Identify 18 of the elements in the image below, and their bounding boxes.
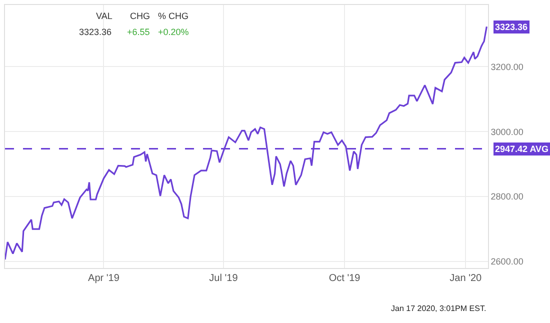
x-tick-label: Oct '19 bbox=[328, 273, 361, 284]
x-tick-label: Jul '19 bbox=[209, 273, 238, 284]
x-tick-label: Jan '20 bbox=[450, 273, 482, 284]
annotation: +6.55 bbox=[127, 27, 150, 37]
annotation: CHG bbox=[130, 11, 150, 21]
annotation: VAL bbox=[96, 11, 112, 21]
y-tick-label: 2800.00 bbox=[490, 192, 524, 202]
annotation: % CHG bbox=[158, 11, 189, 21]
y-tick-label: 3200.00 bbox=[490, 62, 524, 72]
x-tick-label: Apr '19 bbox=[88, 273, 120, 284]
y-tick-label: 2600.00 bbox=[490, 256, 524, 267]
y-tick-label: 3000.00 bbox=[490, 126, 524, 137]
text: Jan 17 2020, 3:01PM EST. bbox=[391, 304, 486, 313]
line-series bbox=[5, 26, 488, 260]
ref-line-label: 2947.42 AVG bbox=[495, 144, 549, 154]
annotation: +0.20% bbox=[158, 27, 189, 37]
annotation: 3323.36 bbox=[495, 22, 528, 32]
annotation: 3323.36 bbox=[79, 27, 112, 37]
